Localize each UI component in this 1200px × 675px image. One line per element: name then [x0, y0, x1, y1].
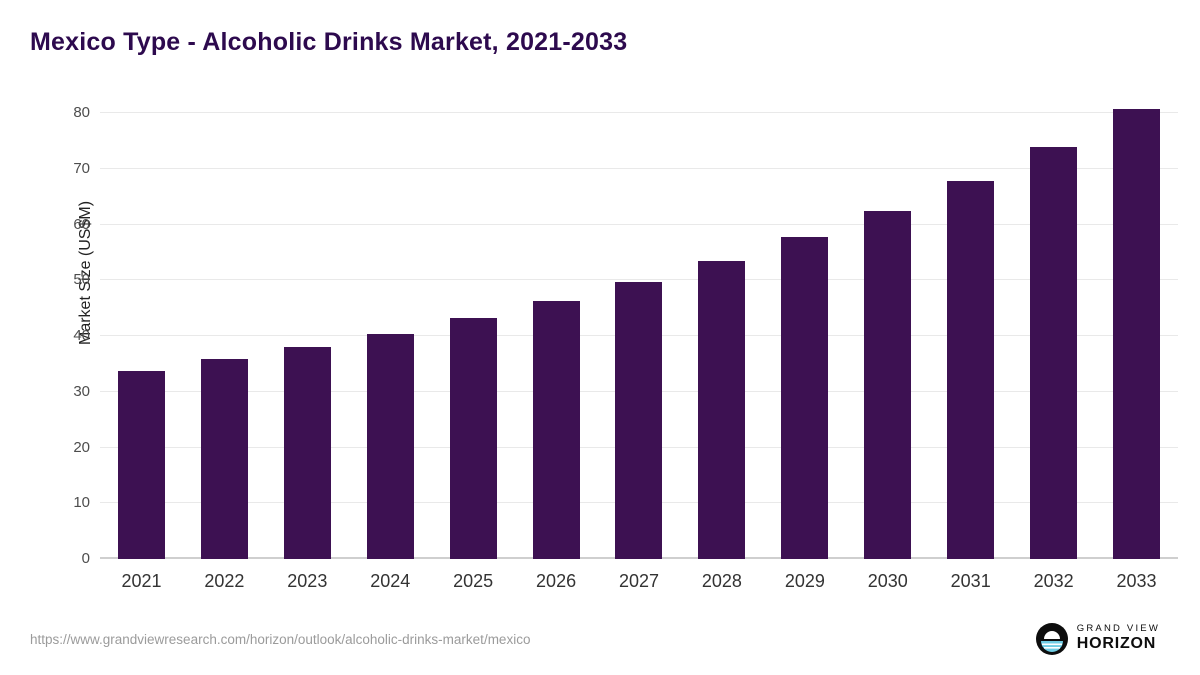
- logo-line1: GRAND VIEW: [1076, 623, 1160, 635]
- gridline-80: [100, 112, 1178, 113]
- bar-slot-2027: [598, 113, 681, 559]
- bar-slot-2032: [1012, 113, 1095, 559]
- y-tick-label-30: 30: [73, 382, 90, 400]
- bar-2021: [117, 370, 165, 559]
- footer: https://www.grandviewresearch.com/horizo…: [0, 613, 1200, 675]
- bar-slot-2025: [432, 113, 515, 559]
- gridline-50: [100, 279, 1178, 281]
- bar-slot-2023: [266, 113, 349, 559]
- x-tick-label-2030: 2030: [867, 571, 908, 591]
- bar-2032: [1030, 147, 1078, 559]
- x-axis-labels: 2021 2022 2023 2024 2025 2026 2027 2028 2029 2030…: [100, 571, 1178, 592]
- bar-2031: [947, 181, 995, 559]
- bar-2030: [864, 211, 912, 559]
- x-tick-label-2022: 2022: [204, 571, 245, 591]
- bar-2028: [698, 261, 746, 559]
- bar-slot-2022: [183, 113, 266, 559]
- bar-slot-2033: [1095, 109, 1178, 559]
- y-tick-label-10: 10: [73, 494, 90, 512]
- brand-logo: GRAND VIEW HORIZON: [1035, 623, 1160, 655]
- bar-2027: [615, 282, 663, 559]
- gridline-60: [100, 223, 1178, 225]
- logo-line2: HORIZON: [1076, 635, 1157, 653]
- bar-2023: [283, 347, 331, 559]
- bar-2033: [1113, 109, 1161, 559]
- bar-slot-2024: [349, 113, 432, 559]
- bar-slot-2026: [515, 113, 598, 559]
- y-tick-label-50: 50: [73, 271, 90, 289]
- x-tick-label-2026: 2026: [536, 571, 577, 591]
- page-title: Mexico Type - Alcoholic Drinks Market, 2…: [30, 28, 628, 56]
- gridline-70: [100, 167, 1178, 169]
- x-tick-label-2024: 2024: [370, 571, 411, 591]
- x-tick-label-2033: 2033: [1116, 571, 1157, 591]
- x-tick-label-2025: 2025: [453, 571, 494, 591]
- bar-slot-2029: [763, 113, 846, 559]
- plot-area: 2021 2022 2023 2024 2025 2026 2027 2028 2029 2030…: [73, 104, 1178, 591]
- bar-slot-2030: [846, 113, 929, 559]
- y-tick-label-60: 60: [73, 215, 90, 233]
- x-tick-label-2032: 2032: [1033, 571, 1074, 591]
- x-tick-label-2023: 2023: [287, 571, 328, 591]
- y-tick-label-0: 0: [81, 550, 90, 567]
- bar-2029: [781, 236, 829, 559]
- x-tick-label-2028: 2028: [701, 571, 742, 591]
- logo-text: GRAND VIEW HORIZON: [1076, 623, 1160, 653]
- bar-slot-2021: [100, 113, 183, 559]
- bar-slot-2031: [929, 113, 1012, 559]
- bar-2024: [366, 333, 414, 559]
- x-tick-label-2027: 2027: [618, 571, 660, 591]
- y-tick-label-70: 70: [73, 159, 90, 177]
- bar-2022: [200, 358, 248, 559]
- source-url: https://www.grandviewresearch.com/horizo…: [30, 631, 531, 647]
- y-tick-label-20: 20: [73, 438, 90, 456]
- bars-container: [100, 109, 1178, 559]
- x-tick-label-2029: 2029: [784, 571, 825, 591]
- x-tick-label-2021: 2021: [121, 571, 162, 591]
- y-tick-label-80: 80: [73, 104, 90, 121]
- bar-slot-2028: [680, 113, 763, 559]
- x-tick-label-2031: 2031: [950, 571, 991, 591]
- bar-2025: [449, 318, 497, 559]
- horizon-logo-icon: [1035, 623, 1068, 655]
- y-tick-label-40: 40: [73, 327, 90, 344]
- bar-2026: [532, 301, 580, 559]
